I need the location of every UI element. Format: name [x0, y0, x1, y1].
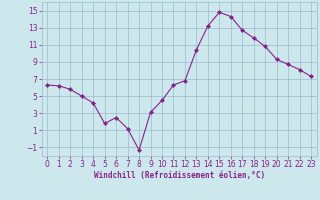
X-axis label: Windchill (Refroidissement éolien,°C): Windchill (Refroidissement éolien,°C) — [94, 171, 265, 180]
